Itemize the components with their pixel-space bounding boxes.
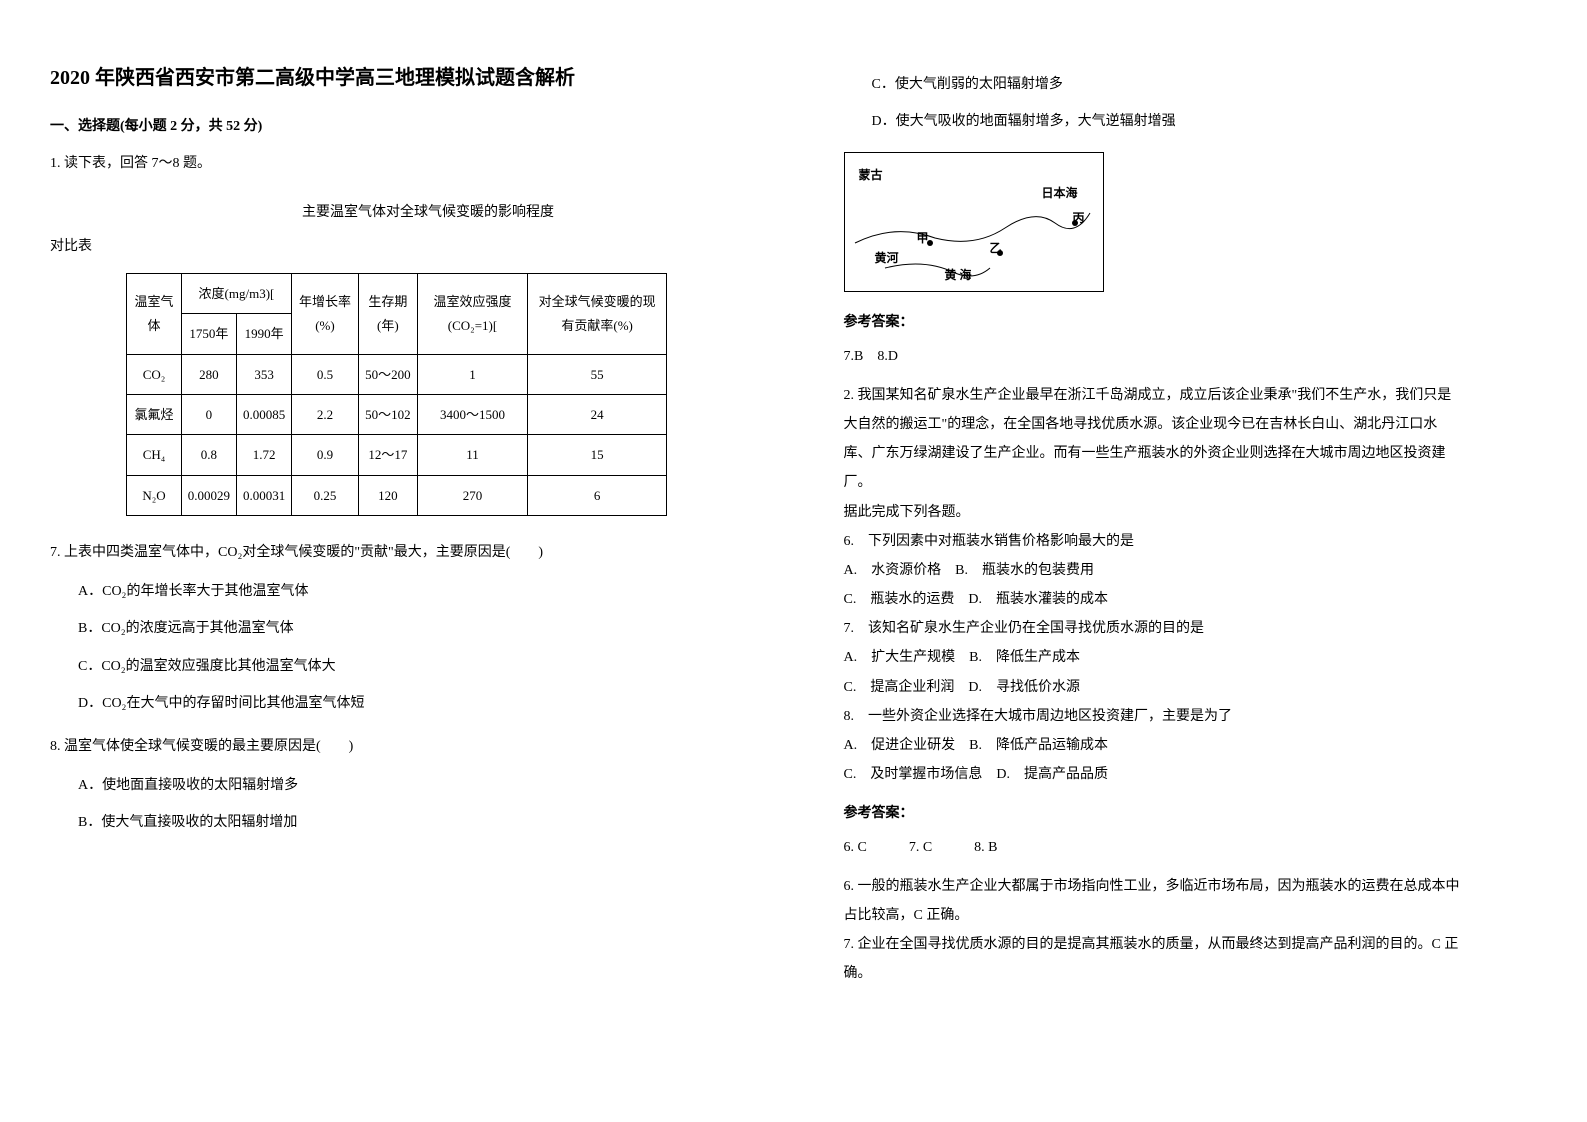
cell: 50～200 — [358, 354, 417, 394]
q8-text: 8. 温室气体使全球气候变暖的最主要原因是( ) — [50, 734, 744, 759]
q2-passage-4: 据此完成下列各题。 — [844, 500, 1538, 525]
q2-q7-opt-c: C. 提高企业利润 D. 寻找低价水源 — [844, 675, 1538, 700]
q8-option-c: C．使大气削弱的太阳辐射增多 — [872, 72, 1538, 97]
th-gas: 温室气体 — [127, 273, 181, 354]
q8-option-d: D．使大气吸收的地面辐射增多，大气逆辐射增强 — [872, 109, 1538, 134]
cell: 0.00031 — [236, 475, 291, 515]
q2-passage-1: 大自然的搬运工"的理念，在全国各地寻找优质水源。该企业现今已在吉林长白山、湖北丹… — [844, 412, 1538, 437]
q2-q8-opt-a: A. 促进企业研发 B. 降低产品运输成本 — [844, 733, 1538, 758]
th-1990: 1990年 — [236, 314, 291, 354]
q2-expl-3: 确。 — [844, 961, 1538, 986]
section-heading: 一、选择题(每小题 2 分，共 52 分) — [50, 114, 744, 139]
q7-option-b: B．CO₂的浓度远高于其他温室气体 — [78, 616, 744, 641]
answer-label-2: 参考答案： — [844, 801, 1538, 826]
answer-1: 7.B 8.D — [844, 344, 1538, 369]
cell: 0 — [181, 394, 236, 434]
map-figure: 蒙古 日本海 甲 乙 丙 黄河 黄 海 — [844, 152, 1104, 292]
map-label-huanghai: 黄 海 — [945, 265, 972, 287]
q8-option-a: A．使地面直接吸收的太阳辐射增多 — [78, 773, 744, 798]
q8-option-b: B．使大气直接吸收的太阳辐射增加 — [78, 810, 744, 835]
q2-expl-0: 6. 一般的瓶装水生产企业大都属于市场指向性工业，多临近市场布局，因为瓶装水的运… — [844, 874, 1538, 899]
answer-label-1: 参考答案： — [844, 310, 1538, 335]
cell: 15 — [528, 435, 667, 475]
cell: 353 — [236, 354, 291, 394]
q2-q8-opt-c: C. 及时掌握市场信息 D. 提高产品品质 — [844, 762, 1538, 787]
cell: 0.5 — [292, 354, 359, 394]
th-effect: 温室效应强度(CO₂=1)[ — [417, 273, 527, 354]
th-1750: 1750年 — [181, 314, 236, 354]
cell: 6 — [528, 475, 667, 515]
q2-passage-2: 库、广东万绿湖建设了生产企业。而有一些生产瓶装水的外资企业则选择在大城市周边地区… — [844, 441, 1538, 466]
map-label-rihai: 日本海 — [1041, 183, 1077, 205]
cell: 24 — [528, 394, 667, 434]
cell: 0.00029 — [181, 475, 236, 515]
cell: 2.2 — [292, 394, 359, 434]
q2-expl-2: 7. 企业在全国寻找优质水源的目的是提高其瓶装水的质量，从而最终达到提高产品利润… — [844, 932, 1538, 957]
th-concentration: 浓度(mg/m3)[ — [181, 273, 292, 313]
q7-option-c: C．CO₂的温室效应强度比其他温室气体大 — [78, 654, 744, 679]
table-row: CH₄ 0.8 1.72 0.9 12～17 11 15 — [127, 435, 667, 475]
cell: 270 — [417, 475, 527, 515]
cell: CO₂ — [127, 354, 181, 394]
table-row: 氯氟烃 0 0.00085 2.2 50～102 3400～1500 24 — [127, 394, 667, 434]
map-label-yi: 乙 — [990, 238, 1002, 260]
q2-passage-0: 2. 我国某知名矿泉水生产企业最早在浙江千岛湖成立，成立后该企业秉承"我们不生产… — [844, 383, 1538, 408]
q2-expl-1: 占比较高，C 正确。 — [844, 903, 1538, 928]
q2-q6-opt-c: C. 瓶装水的运费 D. 瓶装水灌装的成本 — [844, 587, 1538, 612]
th-contribution: 对全球气候变暖的现有贡献率(%) — [528, 273, 667, 354]
table-caption: 主要温室气体对全球气候变暖的影响程度 — [50, 200, 744, 225]
map-label-bing: 丙 — [1072, 208, 1084, 230]
cell: 280 — [181, 354, 236, 394]
q2-q8-text: 8. 一些外资企业选择在大城市周边地区投资建厂，主要是为了 — [844, 704, 1538, 729]
th-lifetime: 生存期(年) — [358, 273, 417, 354]
cell: 1 — [417, 354, 527, 394]
table-caption-suffix: 对比表 — [50, 234, 744, 259]
q7-option-d: D．CO₂在大气中的存留时间比其他温室气体短 — [78, 691, 744, 716]
map-label-jia: 甲 — [917, 228, 929, 250]
q7-text: 7. 上表中四类温室气体中，CO₂对全球气候变暖的"贡献"最大，主要原因是( ) — [50, 540, 744, 565]
q2-passage-3: 厂。 — [844, 470, 1538, 495]
table-row: CO₂ 280 353 0.5 50～200 1 55 — [127, 354, 667, 394]
q2-q6-text: 6. 下列因素中对瓶装水销售价格影响最大的是 — [844, 529, 1538, 554]
cell: 1.72 — [236, 435, 291, 475]
cell: 3400～1500 — [417, 394, 527, 434]
answer-2-line: 6. C 7. C 8. B — [844, 835, 1538, 860]
cell: 0.00085 — [236, 394, 291, 434]
cell: 0.25 — [292, 475, 359, 515]
q1-intro: 1. 读下表，回答 7～8 题。 — [50, 151, 744, 176]
cell: 0.8 — [181, 435, 236, 475]
map-label-menggu: 蒙古 — [859, 165, 883, 187]
q2-q7-text: 7. 该知名矿泉水生产企业仍在全国寻找优质水源的目的是 — [844, 616, 1538, 641]
cell: CH₄ — [127, 435, 181, 475]
map-svg — [845, 153, 1105, 293]
cell: 50～102 — [358, 394, 417, 434]
map-label-huanghe: 黄河 — [875, 248, 899, 270]
greenhouse-table: 温室气体 浓度(mg/m3)[ 年增长率(%) 生存期(年) 温室效应强度(CO… — [126, 273, 667, 516]
page-title: 2020 年陕西省西安市第二高级中学高三地理模拟试题含解析 — [50, 60, 744, 96]
cell: 12～17 — [358, 435, 417, 475]
cell: N₂O — [127, 475, 181, 515]
cell: 0.9 — [292, 435, 359, 475]
cell: 120 — [358, 475, 417, 515]
q2-q7-opt-a: A. 扩大生产规模 B. 降低生产成本 — [844, 645, 1538, 670]
table-row: N₂O 0.00029 0.00031 0.25 120 270 6 — [127, 475, 667, 515]
cell: 11 — [417, 435, 527, 475]
cell: 氯氟烃 — [127, 394, 181, 434]
cell: 55 — [528, 354, 667, 394]
th-growth: 年增长率(%) — [292, 273, 359, 354]
q7-option-a: A．CO₂的年增长率大于其他温室气体 — [78, 579, 744, 604]
q2-q6-opt-a: A. 水资源价格 B. 瓶装水的包装费用 — [844, 558, 1538, 583]
